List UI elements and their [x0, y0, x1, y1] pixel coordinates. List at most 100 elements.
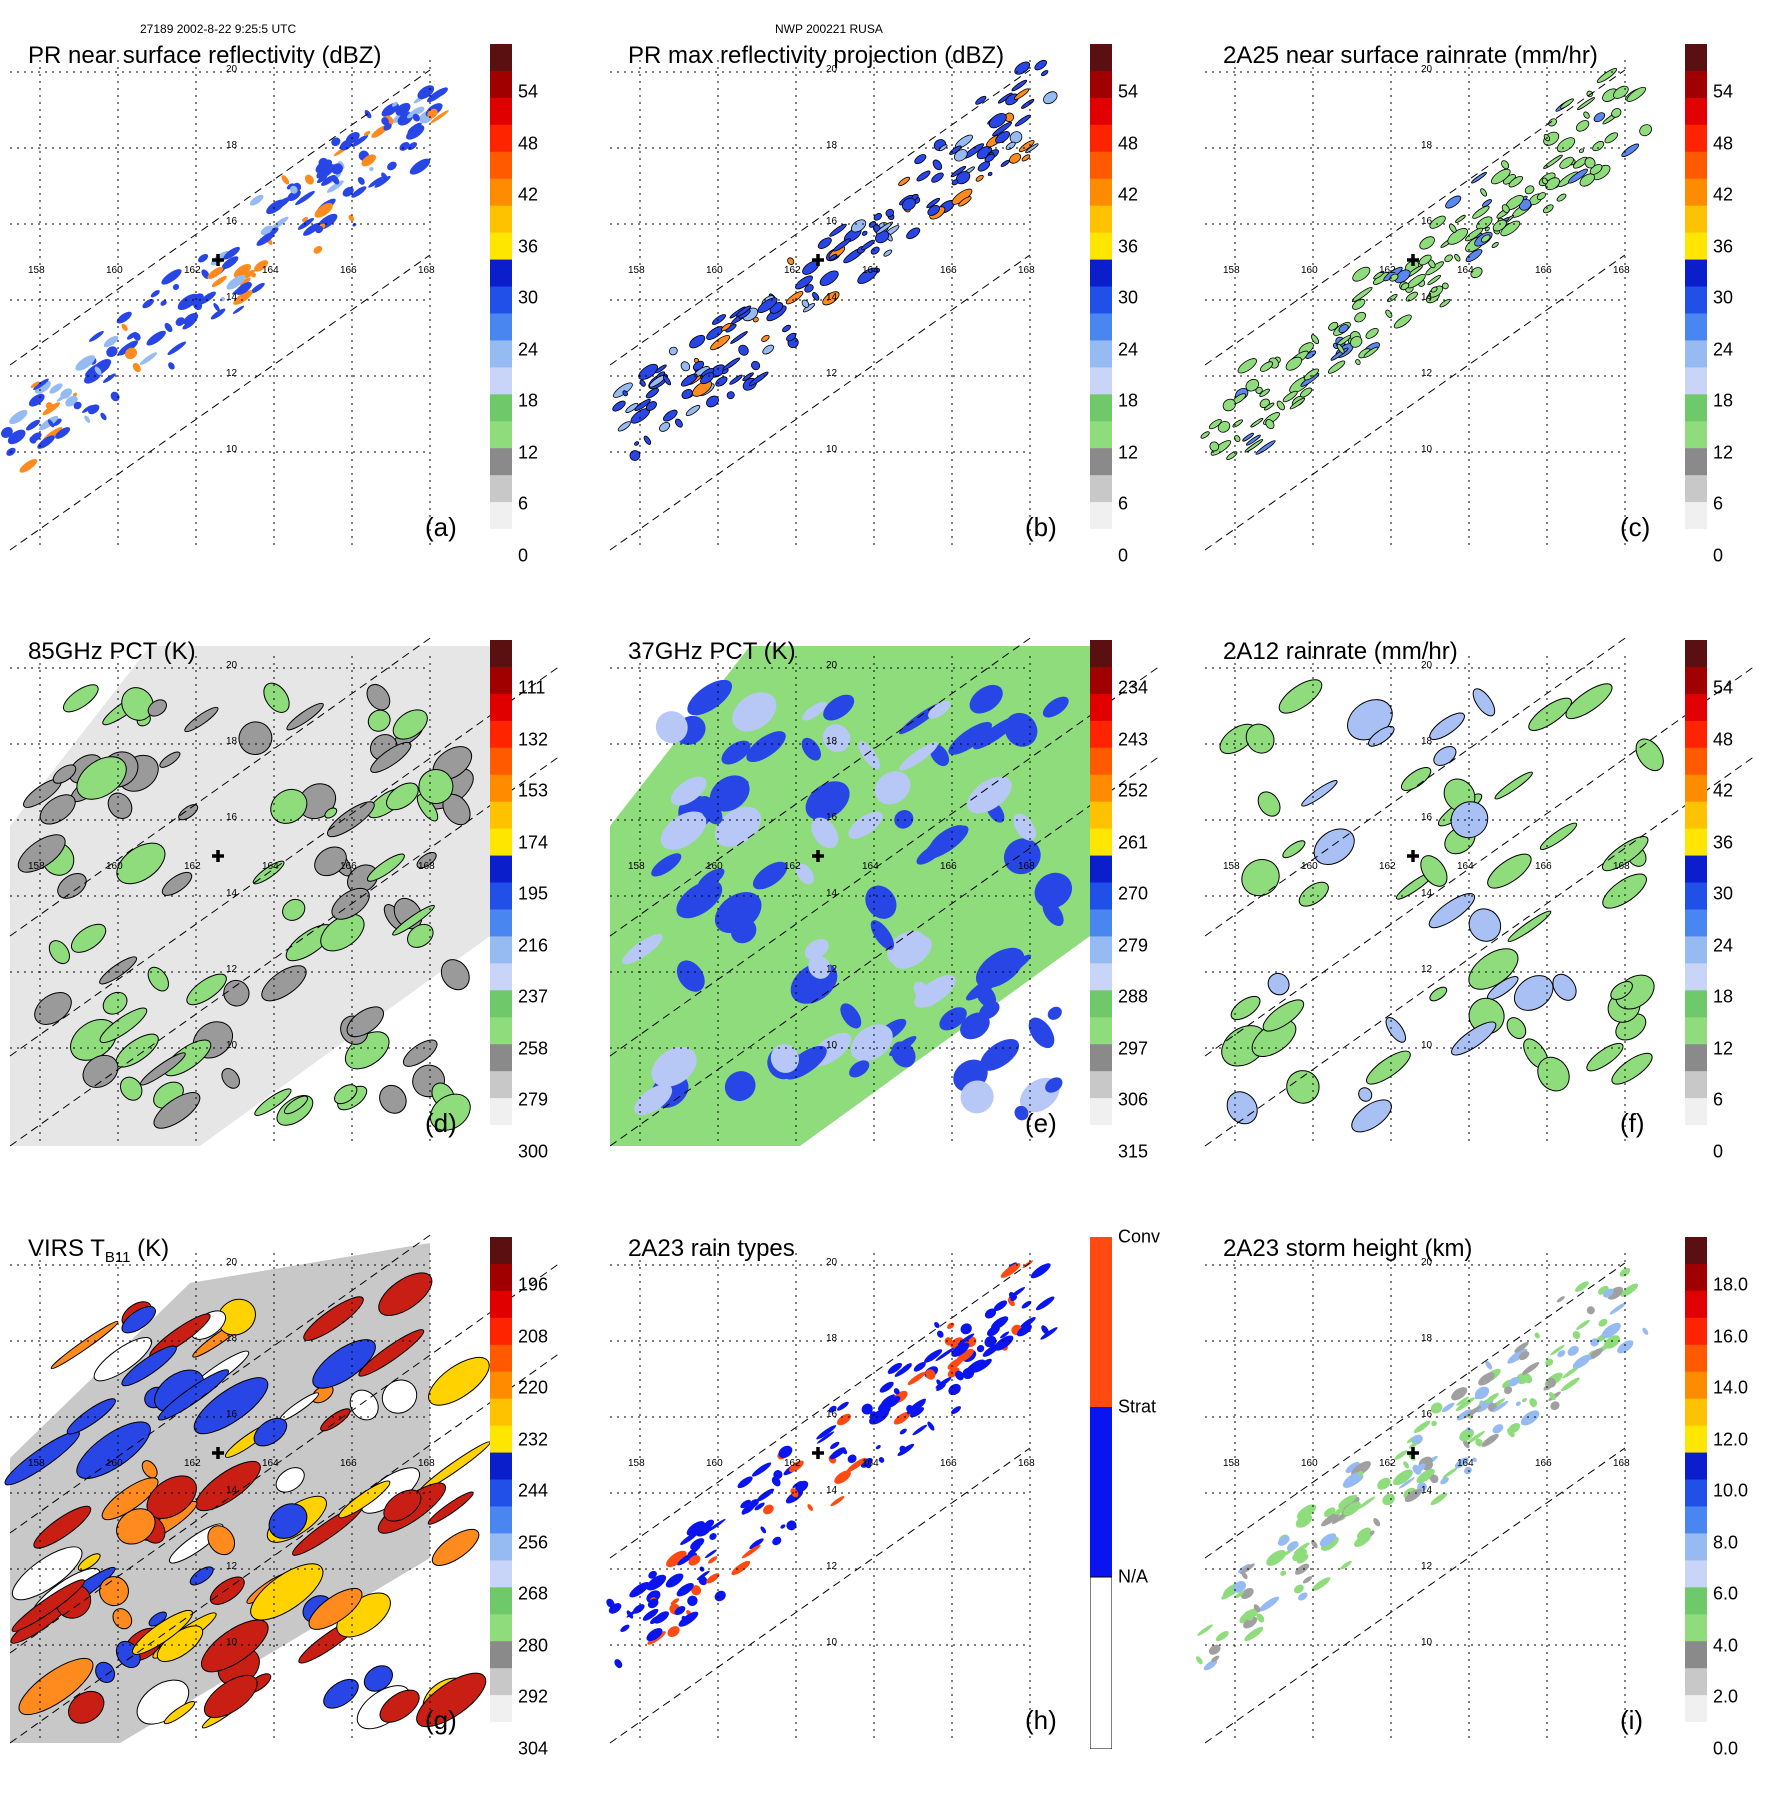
echo-blob: [1475, 1438, 1483, 1447]
echo-blob: [17, 834, 66, 873]
colorbar-swatch: [490, 1398, 512, 1427]
echo-blob: [1366, 1050, 1411, 1085]
echo-blob: [1545, 1358, 1554, 1367]
colorbar-swatch: [490, 909, 512, 937]
echo-blob: [314, 203, 333, 218]
echo-blob: [1508, 175, 1524, 188]
echo-blob: [1014, 61, 1031, 75]
colorbar-swatch: [490, 421, 512, 449]
echo-blob: [283, 1095, 309, 1115]
colorbar-tick-label: 54: [1713, 677, 1734, 698]
echo-blob: [761, 334, 770, 342]
echo-blob: [704, 1519, 715, 1528]
echo-blob: [281, 175, 290, 185]
echo-blob: [331, 163, 343, 175]
echo-blob: [1300, 387, 1313, 398]
echo-blob: [383, 123, 392, 131]
colorbar-tick-label: 279: [1118, 935, 1149, 956]
echo-blob: [1042, 696, 1069, 718]
echo-blob: [1009, 131, 1023, 144]
colorbar-tick-label: 258: [518, 1038, 549, 1059]
lat-label: 10: [1421, 1637, 1433, 1648]
echo-blob: [828, 1405, 837, 1413]
echo-blob: [253, 1417, 288, 1447]
echo-blob: [1277, 1535, 1290, 1546]
echo-blob: [1536, 192, 1546, 201]
map-content: 158 160 162 164 166 168 20 18 16 14 12 10: [1196, 1253, 1649, 1744]
echo-blob: [889, 1036, 917, 1057]
lat-label: 12: [1421, 1561, 1433, 1572]
echo-blob: [892, 935, 932, 969]
map-c: 158 160 162 164 166 168 20 18 16 14 12 10: [1200, 60, 1652, 551]
swath-edge-line: [9, 1262, 560, 1654]
echo-blob: [878, 1457, 885, 1463]
lat-label: 20: [226, 64, 238, 75]
colorbar-tick-label: 237: [518, 986, 549, 1007]
echo-blob: [830, 1496, 845, 1507]
colorbar-tick-label: 0.0: [1713, 1738, 1739, 1759]
echo-blob: [1294, 1563, 1310, 1575]
colorbar-ticks: 54 48 42 36 30 24 18 12 6 0: [1713, 640, 1771, 1162]
panel-title: 37GHz PCT (K): [628, 638, 796, 665]
echo-blob: [680, 373, 698, 387]
echo-blob: [979, 1001, 1000, 1020]
echo-blob: [763, 1504, 774, 1515]
colorbar-swatch: [490, 1587, 512, 1615]
echo-blob: [1589, 1348, 1603, 1359]
echo-blob: [730, 331, 748, 344]
echo-blob: [1234, 1591, 1244, 1599]
echo-blob: [1635, 738, 1664, 772]
echo-blob: [195, 1460, 261, 1512]
echo-blob: [786, 1520, 797, 1531]
colorbar-swatch: [1090, 502, 1112, 530]
echo-blob: [4, 1430, 80, 1486]
echo-blob: [1537, 1056, 1570, 1092]
echo-blob: [1030, 1263, 1051, 1279]
echo-blob: [1492, 1400, 1509, 1413]
colorbar-tick-label: 6: [1713, 493, 1724, 514]
echo-blob: [1045, 1077, 1063, 1093]
echo-blob: [326, 180, 344, 193]
echo-blob: [352, 223, 357, 227]
panel-b: 158 160 162 164 166 168 20 18 16 14 12 10 PR max ref…: [600, 40, 1160, 600]
echo-blob: [1298, 881, 1329, 907]
echo-blob: [948, 721, 992, 755]
echo-blob: [731, 1560, 751, 1575]
colorbar-tick-label: 42: [1118, 184, 1139, 205]
echo-blob: [947, 1357, 963, 1370]
echo-blob: [1257, 791, 1281, 817]
lon-label: 158: [1223, 265, 1240, 276]
echo-blob: [275, 1467, 305, 1493]
echo-blob: [435, 87, 448, 97]
colorbar-swatch: [1685, 1044, 1707, 1072]
echo-blob: [1548, 1392, 1556, 1401]
echo-blob: [1282, 840, 1306, 859]
echo-blob: [833, 238, 851, 252]
echo-blob: [612, 382, 633, 398]
colorbar: [490, 640, 512, 1152]
echo-blob: [749, 1538, 764, 1550]
lat-label: 12: [226, 368, 238, 379]
echo-blob: [243, 269, 255, 279]
lat-label: 14: [826, 292, 838, 303]
lon-label: 158: [28, 1458, 45, 1469]
echo-blob: [1014, 1105, 1029, 1121]
colorbar-tick-label: Strat: [1118, 1396, 1157, 1417]
panel-label: (h): [1025, 1705, 1057, 1735]
echo-blob: [1556, 1296, 1565, 1303]
echo-blob: [84, 415, 91, 423]
echo-blob: [893, 1411, 910, 1425]
echo-blob: [95, 1661, 116, 1684]
echo-blob: [34, 992, 72, 1025]
echo-blob: [1400, 767, 1432, 791]
echo-blob: [1481, 1433, 1499, 1447]
swath-edge-line: [1204, 69, 1626, 366]
echo-blob: [1000, 1263, 1021, 1278]
lat-label: 18: [826, 140, 838, 151]
echo-blob: [73, 401, 82, 410]
colorbar-swatch: [490, 1263, 512, 1292]
echo-blob: [1343, 1501, 1361, 1516]
map-content: 158 160 162 164 166 168 20 18 16 14 12 10: [0, 60, 449, 551]
echo-blob: [1005, 141, 1016, 150]
echo-blob: [428, 1356, 490, 1406]
